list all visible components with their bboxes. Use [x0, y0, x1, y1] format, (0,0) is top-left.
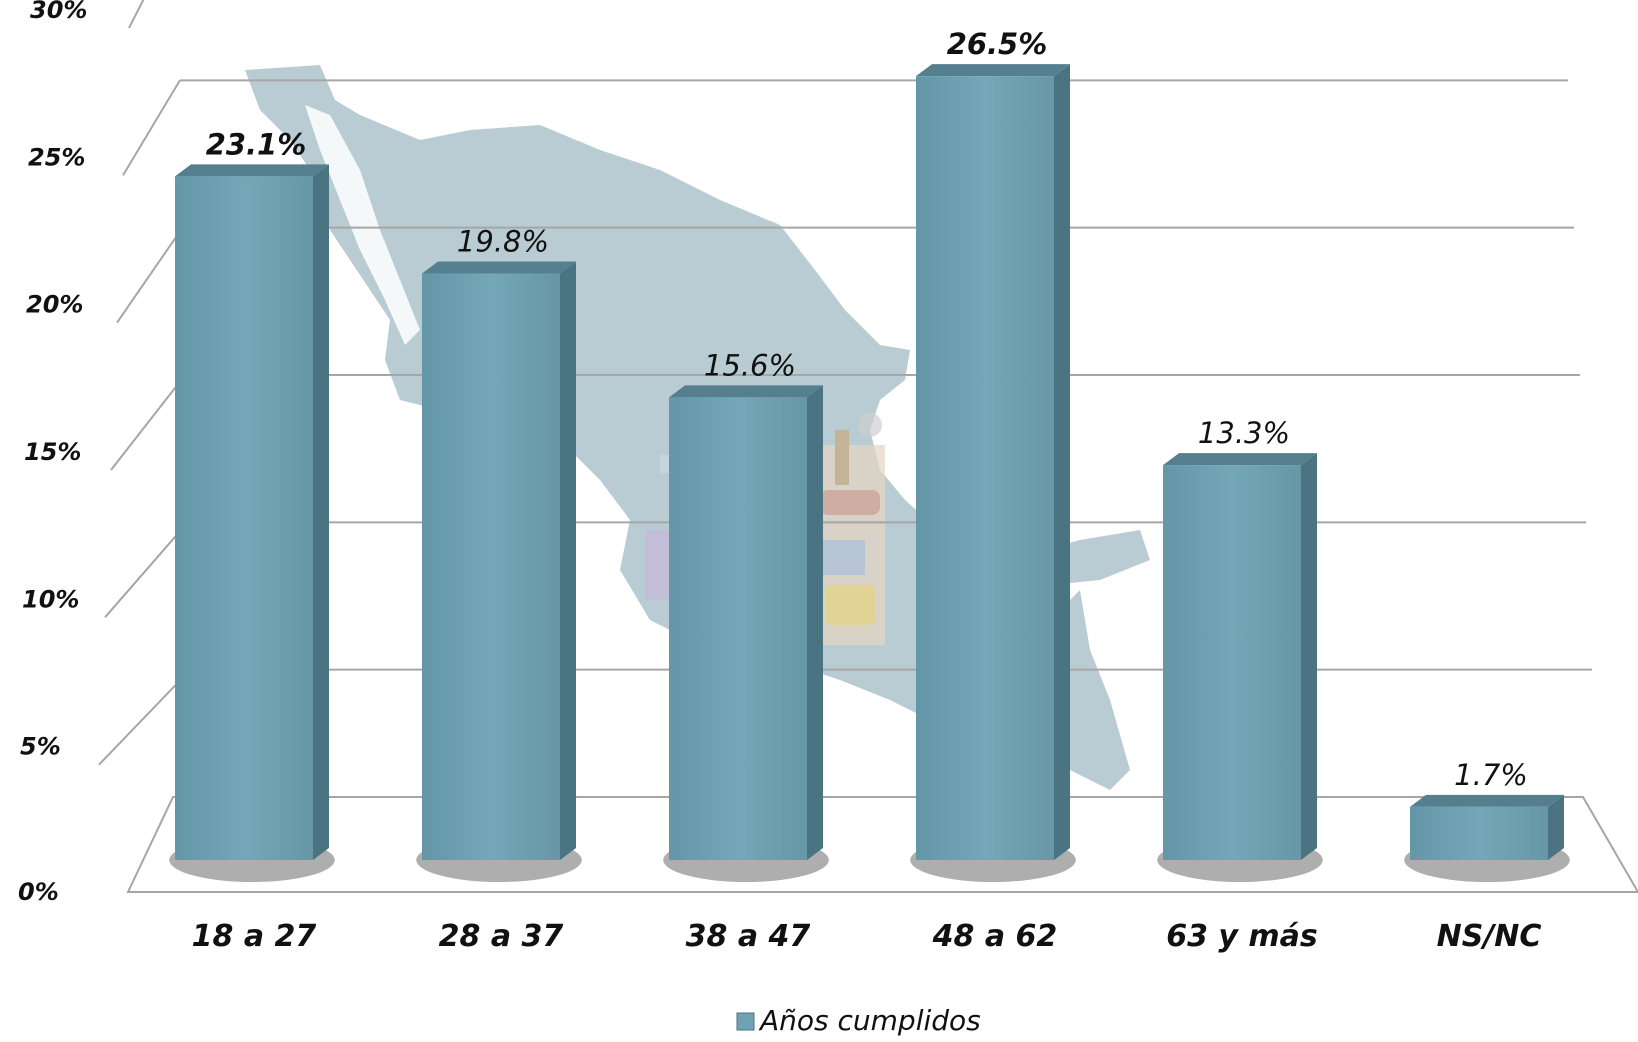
bar-side: [560, 261, 576, 860]
legend: Años cumplidos: [736, 1004, 981, 1037]
gridline-depth: [116, 227, 184, 324]
bar: [1163, 465, 1301, 860]
gridline-depth: [122, 79, 181, 176]
bar-top: [422, 261, 576, 274]
data-label: 13.3%: [1198, 416, 1290, 450]
bar-side: [313, 164, 329, 860]
x-category-label: 38 a 47: [686, 919, 811, 954]
chart-floor: [126, 796, 1638, 893]
bars: [169, 64, 1570, 882]
floor-outline: [126, 796, 1638, 893]
bar: [1410, 806, 1548, 860]
bar-side: [1054, 64, 1070, 861]
y-tick-label: 10%: [22, 585, 79, 613]
gridline-depth: [128, 0, 145, 29]
x-category-label: 63 y más: [1166, 919, 1318, 954]
x-category-label: 48 a 62: [932, 919, 1058, 954]
bar: [175, 176, 313, 860]
bar-top: [916, 64, 1070, 77]
bar-top: [1163, 453, 1317, 466]
y-tick-label: 0%: [18, 878, 59, 906]
bar: [916, 76, 1054, 861]
bar-side: [1548, 794, 1564, 860]
labels: 0% 5% 10% 15% 20% 25% 30% 23.1% 18 a 27 19.8% 28 a…: [18, 0, 1541, 954]
y-tick-label: 30%: [30, 0, 87, 24]
y-tick-label: 25%: [28, 143, 85, 171]
x-category-label: 18 a 27: [192, 919, 317, 954]
legend-label: Años cumplidos: [758, 1004, 981, 1037]
data-label: 15.6%: [704, 348, 796, 382]
x-category-label: 28 a 37: [439, 919, 564, 954]
data-label: 23.1%: [206, 127, 307, 161]
bar-top: [175, 164, 329, 177]
bar-top: [1410, 794, 1564, 807]
bar-side: [1301, 453, 1317, 860]
data-label: 1.7%: [1454, 758, 1528, 792]
bar-top: [669, 385, 823, 398]
y-tick-label: 20%: [26, 291, 83, 319]
x-category-label: NS/NC: [1437, 919, 1542, 954]
y-tick-label: 15%: [24, 438, 81, 466]
bar: [422, 273, 560, 860]
y-tick-label: 5%: [20, 733, 61, 761]
legend-swatch: [736, 1012, 755, 1031]
bar: [669, 397, 807, 860]
gridline-depth: [104, 521, 189, 618]
data-label: 26.5%: [947, 27, 1048, 61]
bar-side: [807, 385, 823, 860]
gridline-depth: [110, 374, 186, 471]
data-label: 19.8%: [457, 225, 549, 259]
